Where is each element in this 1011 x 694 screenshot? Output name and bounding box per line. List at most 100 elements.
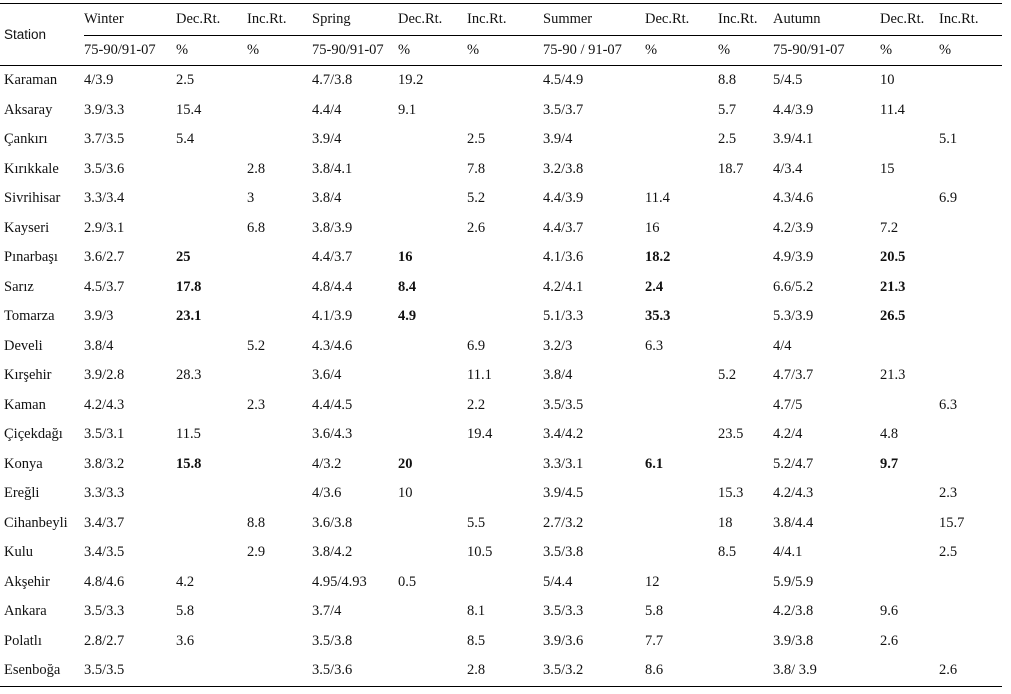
- period-value: 3.5/3.1: [84, 426, 125, 443]
- inc-rate-value: 8.1: [467, 603, 486, 620]
- dec-rate-value: [645, 66, 718, 96]
- dec-rate-value: [880, 656, 939, 687]
- period-value: 3.5/3.6: [84, 160, 125, 177]
- period-value: 3.9/3.8: [773, 632, 814, 649]
- inc-rate-value: [718, 568, 773, 598]
- period-value: 2.7/3.2: [543, 514, 584, 531]
- table-row: Kırşehir 3.9/2.8 28.3 3.6/4 11.1 3.8/4 5.2 4.7/…: [0, 361, 1002, 391]
- dec-rate-value: 16: [645, 219, 660, 236]
- header-period: 75-90/91-07: [773, 35, 880, 66]
- header-inc-unit: %: [939, 35, 1002, 66]
- period-value: 3.2/3.8: [543, 160, 584, 177]
- period-value: 3.6/2.7: [84, 249, 125, 266]
- header-season: Spring: [312, 3, 398, 36]
- inc-rate-value: 5.2: [718, 367, 737, 384]
- dec-rate-value: [176, 391, 247, 421]
- dec-rate-value: 11.4: [645, 190, 670, 207]
- inc-rate-value: [718, 243, 773, 273]
- period-value: 4.7/5: [773, 396, 803, 413]
- inc-rate-value: [718, 332, 773, 362]
- period-value: 4.1/3.9: [312, 308, 353, 325]
- inc-rate-value: 2.2: [467, 396, 486, 413]
- inc-rate-value: 6.3: [939, 396, 958, 413]
- inc-rate-value: 6.9: [939, 190, 958, 207]
- dec-rate-value: [880, 125, 939, 155]
- station-name: Aksaray: [4, 101, 53, 118]
- table-container: Station Winter Dec.Rt. Inc.Rt. Spring De…: [0, 3, 1011, 687]
- period-value: 5.2/4.7: [773, 455, 814, 472]
- period-value: 4.8/4.4: [312, 278, 353, 295]
- station-name: Kırıkkale: [4, 160, 59, 177]
- inc-rate-value: 23.5: [718, 426, 744, 443]
- inc-rate-value: [939, 302, 1002, 332]
- dec-rate-value: [398, 214, 467, 244]
- dec-rate-value: [645, 509, 718, 539]
- table-row: Akşehir 4.8/4.6 4.2 4.95/4.93 0.5 5/4.4 12 5.9/…: [0, 568, 1002, 598]
- dec-rate-value: 8.6: [645, 656, 718, 687]
- period-value: 3.3/3.3: [84, 485, 125, 502]
- inc-rate-value: 5.5: [467, 514, 486, 531]
- inc-rate-value: 2.6: [939, 656, 1002, 687]
- table-row: Karaman 4/3.9 2.5 4.7/3.8 19.2 4.5/4.9 8.8 5/4.…: [0, 66, 1002, 96]
- inc-rate-value: 15.7: [939, 514, 965, 531]
- period-value: 5.3/3.9: [773, 308, 814, 325]
- header-inc-rate: Inc.Rt.: [939, 3, 1002, 36]
- period-value: 4.2/4.3: [773, 485, 814, 502]
- inc-rate-value: 3: [247, 190, 255, 207]
- period-value: 3.3/3.4: [84, 190, 125, 207]
- table-row: Ankara 3.5/3.3 5.8 3.7/4 8.1 3.5/3.3 5.8 4.2/3.…: [0, 597, 1002, 627]
- dec-rate-value: 7.2: [880, 219, 899, 236]
- dec-rate-value: 10: [398, 485, 413, 502]
- dec-rate-value: 9.1: [398, 101, 417, 118]
- dec-rate-value: [880, 509, 939, 539]
- period-value: 3.7/3.5: [84, 131, 125, 148]
- period-value: 5/4.5: [773, 72, 803, 89]
- inc-rate-value: [718, 391, 773, 421]
- inc-rate-value: [939, 155, 1002, 185]
- inc-rate-value: [247, 627, 312, 657]
- inc-rate-value: 8.5: [467, 632, 486, 649]
- period-value: 3.8/3.9: [312, 219, 353, 236]
- inc-rate-value: [247, 66, 312, 96]
- dec-rate-value: [880, 184, 939, 214]
- dec-rate-value: [398, 538, 467, 568]
- inc-rate-value: [718, 627, 773, 657]
- table-row: Çiçekdağı 3.5/3.1 11.5 3.6/4.3 19.4 3.4/4.2 23…: [0, 420, 1002, 450]
- period-value: 4/4: [773, 337, 792, 354]
- inc-rate-value: [247, 479, 312, 509]
- station-name: Pınarbaşı: [4, 249, 58, 266]
- inc-rate-value: [247, 568, 312, 598]
- period-value: 3.8/4: [543, 367, 573, 384]
- period-value: 3.5/3.8: [312, 632, 353, 649]
- period-value: 3.9/4: [312, 131, 342, 148]
- header-period: 75-90/91-07: [312, 35, 398, 66]
- period-value: 4/3.9: [84, 72, 114, 89]
- station-name: Polatlı: [4, 632, 42, 649]
- data-table: Station Winter Dec.Rt. Inc.Rt. Spring De…: [0, 3, 1002, 687]
- period-value: 3.5/3.2: [543, 656, 645, 687]
- period-value: 3.8/ 3.9: [773, 656, 880, 687]
- dec-rate-value: 21.3: [880, 278, 906, 295]
- period-value: 3.7/4: [312, 603, 342, 620]
- header-dec-unit: %: [176, 35, 247, 66]
- dec-rate-value: 7.7: [645, 632, 664, 649]
- table-row: Kulu 3.4/3.5 2.9 3.8/4.2 10.5 3.5/3.8 8.5 4/4.1…: [0, 538, 1002, 568]
- period-value: 3.4/4.2: [543, 426, 584, 443]
- station-name: Kaman: [4, 396, 46, 413]
- station-name: Ankara: [4, 603, 47, 620]
- header-season: Summer: [543, 3, 645, 36]
- table-row: Esenboğa 3.5/3.5 3.5/3.6 2.8 3.5/3.2 8.6 3.8/ …: [0, 656, 1002, 687]
- dec-rate-value: 35.3: [645, 308, 671, 325]
- period-value: 4.4/4.5: [312, 396, 353, 413]
- inc-rate-value: [467, 302, 543, 332]
- inc-rate-value: [467, 273, 543, 303]
- inc-rate-value: 18.7: [718, 160, 744, 177]
- header-dec-unit: %: [398, 35, 467, 66]
- inc-rate-value: 7.8: [467, 160, 486, 177]
- table-row: Tomarza 3.9/3 23.1 4.1/3.9 4.9 5.1/3.3 35.3 5.3…: [0, 302, 1002, 332]
- period-value: 4.2/3.9: [773, 219, 814, 236]
- dec-rate-value: 11.4: [880, 101, 905, 118]
- period-value: 3.8/4: [84, 337, 114, 354]
- period-value: 4.4/4: [312, 101, 342, 118]
- dec-rate-value: [880, 332, 939, 362]
